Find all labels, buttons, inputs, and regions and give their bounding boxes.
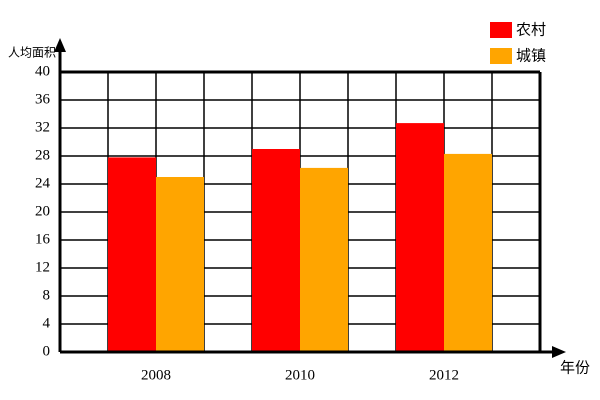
legend-label: 城镇 — [516, 47, 546, 65]
y-tick-label: 12 — [35, 259, 50, 275]
x-tick-label: 2012 — [429, 367, 459, 383]
bar — [156, 177, 204, 352]
y-tick-label: 8 — [43, 287, 51, 303]
y-tick-label: 4 — [43, 315, 51, 331]
y-tick-label: 24 — [35, 175, 51, 191]
y-tick-label: 20 — [35, 203, 50, 219]
y-tick-label: 28 — [35, 147, 50, 163]
y-tick-label: 32 — [35, 119, 50, 135]
x-tick-label: 2008 — [141, 367, 171, 383]
y-tick-label: 36 — [35, 91, 51, 107]
y-tick-label: 40 — [35, 63, 50, 79]
y-axis-label: 人均面积 — [8, 46, 56, 60]
bars — [108, 123, 492, 352]
legend-label: 农村 — [516, 21, 546, 39]
legend-swatch — [490, 22, 512, 38]
bar — [396, 123, 444, 352]
legend-swatch — [490, 48, 512, 64]
bar — [108, 157, 156, 352]
bar — [444, 153, 492, 352]
y-axis-arrow — [54, 38, 66, 52]
bar — [252, 149, 300, 352]
y-tick-label: 16 — [35, 231, 51, 247]
x-tick-label: 2010 — [285, 367, 315, 383]
x-axis-arrow — [552, 346, 566, 358]
bar — [300, 167, 348, 352]
x-axis-label: 年份 — [560, 359, 590, 377]
y-tick-label: 0 — [43, 343, 51, 359]
